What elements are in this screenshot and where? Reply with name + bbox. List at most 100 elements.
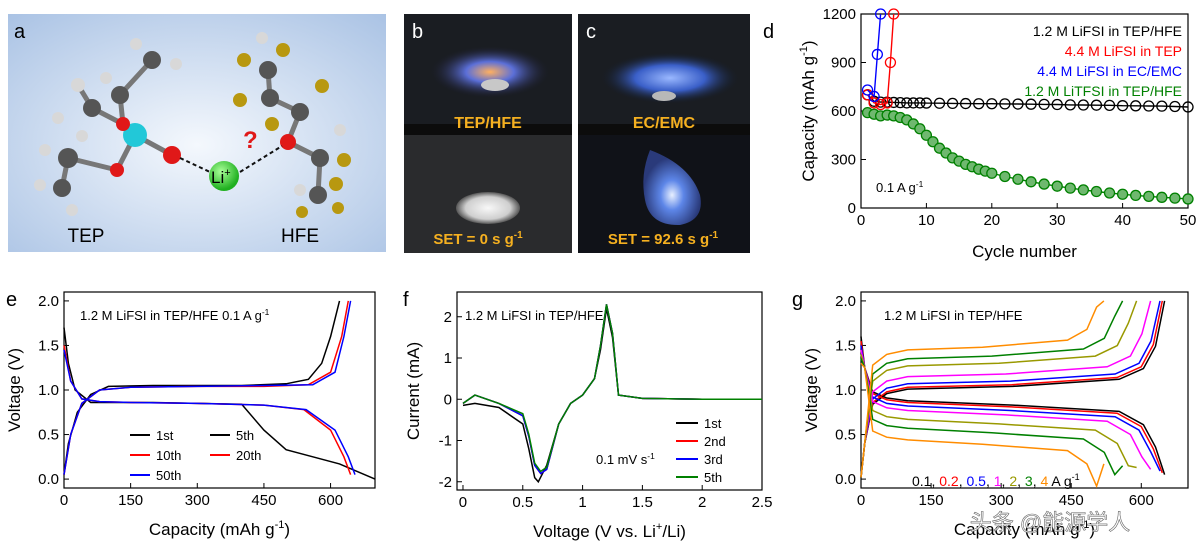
data-point: [1077, 184, 1090, 196]
data-point: [1116, 188, 1129, 200]
discharge-curve-1: [860, 340, 1164, 474]
discharge-curve-2: [860, 345, 1161, 472]
charge-curve-6: [860, 300, 1105, 478]
curve-5: [63, 300, 352, 475]
data-point: [861, 84, 874, 96]
rate-legend-5: 3: [1025, 473, 1033, 489]
legend-label-1: 2nd: [704, 434, 726, 449]
data-point: [1038, 178, 1050, 190]
li-ion-sphere: [209, 161, 239, 191]
data-point: [888, 96, 900, 109]
x-tick-label: 450: [251, 492, 276, 509]
x-tick-label: 450: [1059, 492, 1084, 509]
panel-letter-b: b: [412, 21, 423, 43]
legend-label-0: 1st: [156, 428, 174, 443]
panel-b-set-label: SET = 0 s g-1: [433, 230, 523, 248]
series-2: [861, 8, 887, 103]
data-point: [1182, 101, 1194, 113]
panel-c-top-label: EC/EMC: [633, 115, 696, 132]
panel-a: Li+ ? TEP HFE a: [8, 14, 386, 252]
y-tick-label: 1.5: [38, 337, 59, 354]
data-point: [973, 98, 985, 110]
tep-hfe-flame: [430, 46, 550, 98]
y-tick-label: -2: [439, 474, 452, 491]
y-tick-label: 0: [444, 391, 452, 408]
data-point: [881, 97, 893, 109]
x-tick-label: 1.5: [632, 494, 653, 511]
plot-frame: [456, 291, 763, 491]
x-tick-label: 0: [60, 492, 68, 509]
rate-legend-6: 4: [1040, 473, 1048, 489]
y-tick-label: 0.0: [38, 471, 59, 488]
data-point: [1169, 192, 1181, 204]
data-point: [888, 8, 900, 20]
burner-dish-top-c: [652, 91, 676, 101]
data-point: [868, 90, 880, 103]
data-point: [959, 97, 972, 110]
data-point: [1143, 100, 1155, 112]
chart-g: 0 150 300 450 600 0.0 0.5 1.0 1.5 2.0 Capacity (mA…: [802, 291, 1189, 539]
data-point: [1090, 185, 1103, 198]
legend-label-3: 5th: [704, 470, 722, 485]
data-point: [1156, 191, 1168, 203]
panel-letter-f: f: [403, 289, 409, 311]
data-point: [1012, 173, 1024, 185]
rate-legend: 0.1, 0.2, 0.5, 1, 2, 3, 4 A g-1: [912, 472, 1080, 489]
x-tick-label: 40: [1114, 212, 1131, 229]
tep-atoms: [34, 38, 182, 216]
series-line-2: [867, 13, 882, 99]
rate-legend-1: 0.2: [939, 473, 959, 489]
x-tick-label: 30: [1049, 212, 1066, 229]
condition-annotation: 1.2 M LiFSI in TEP/HFE 0.1 A g-1: [80, 307, 270, 323]
data-point: [884, 56, 897, 69]
legend-label-2: 10th: [156, 448, 181, 463]
x-axis-label: Capacity (mAh g-1): [149, 519, 290, 539]
data-point: [1077, 99, 1090, 111]
data-point: [874, 8, 887, 20]
rate-legend-4: 2: [1009, 473, 1017, 489]
panel-letter-c: c: [586, 21, 596, 43]
electrolyte-annotation: 1.2 M LiFSI in TEP/HFE: [884, 308, 1023, 323]
data-point: [1130, 189, 1142, 202]
hfe-label: HFE: [281, 226, 319, 247]
x-axis-label: Voltage (V vs. Li+/Li): [533, 521, 686, 541]
data-point: [1182, 193, 1194, 205]
y-tick-label: 2.0: [38, 293, 59, 310]
legend-label-2: 3rd: [704, 452, 723, 467]
y-axis-label: Capacity (mAh g-1): [798, 40, 818, 181]
x-tick-label: 300: [989, 492, 1014, 509]
panel-letter-g: g: [792, 289, 803, 311]
x-tick-label: 10: [918, 212, 935, 229]
coordination-bond-left: [179, 157, 211, 173]
panel-letter-e: e: [6, 289, 17, 311]
question-mark: ?: [243, 127, 258, 154]
legend-label-3: 20th: [236, 448, 261, 463]
data-point: [999, 170, 1011, 183]
y-tick-label: 1200: [823, 6, 856, 23]
rate-annotation: 0.1 A g-1: [876, 179, 924, 195]
y-tick-label: 1.0: [835, 382, 856, 399]
y-axis-label: Voltage (V): [5, 348, 24, 432]
x-axis-label: Capacity (mAh g-1): [954, 519, 1095, 539]
y-tick-label: 2: [444, 309, 452, 326]
rate-legend-3: 1: [994, 473, 1002, 489]
panel-a-background: [8, 14, 386, 252]
legend-entry-0: 1.2 M LiFSI in TEP/HFE: [1033, 23, 1182, 39]
ec-emc-flame-bottom: [643, 150, 701, 226]
chart-f: 0 0.5 1 1.5 2 2.5 -2 -1 0 1 2 Voltage (V vs. Li+/Li…: [404, 291, 772, 541]
data-point: [894, 96, 906, 109]
x-tick-label: 0: [857, 212, 865, 229]
y-tick-label: 2.0: [835, 293, 856, 310]
data-point: [1090, 99, 1103, 111]
y-tick-label: 1.0: [38, 382, 59, 399]
data-point: [986, 98, 998, 110]
data-point: [1025, 176, 1037, 188]
chart-d: 0 10 20 30 40 50 0 300 600 900 1200 Cycle number Cap…: [798, 6, 1196, 261]
scan-rate-annotation: 0.1 mV s-1: [596, 451, 655, 467]
data-point: [1143, 190, 1155, 203]
data-point: [901, 97, 913, 109]
hfe-atoms: [233, 32, 351, 218]
y-tick-label: 0.5: [38, 427, 59, 444]
tep-label: TEP: [68, 226, 105, 247]
coordination-bond-right: [239, 145, 283, 173]
